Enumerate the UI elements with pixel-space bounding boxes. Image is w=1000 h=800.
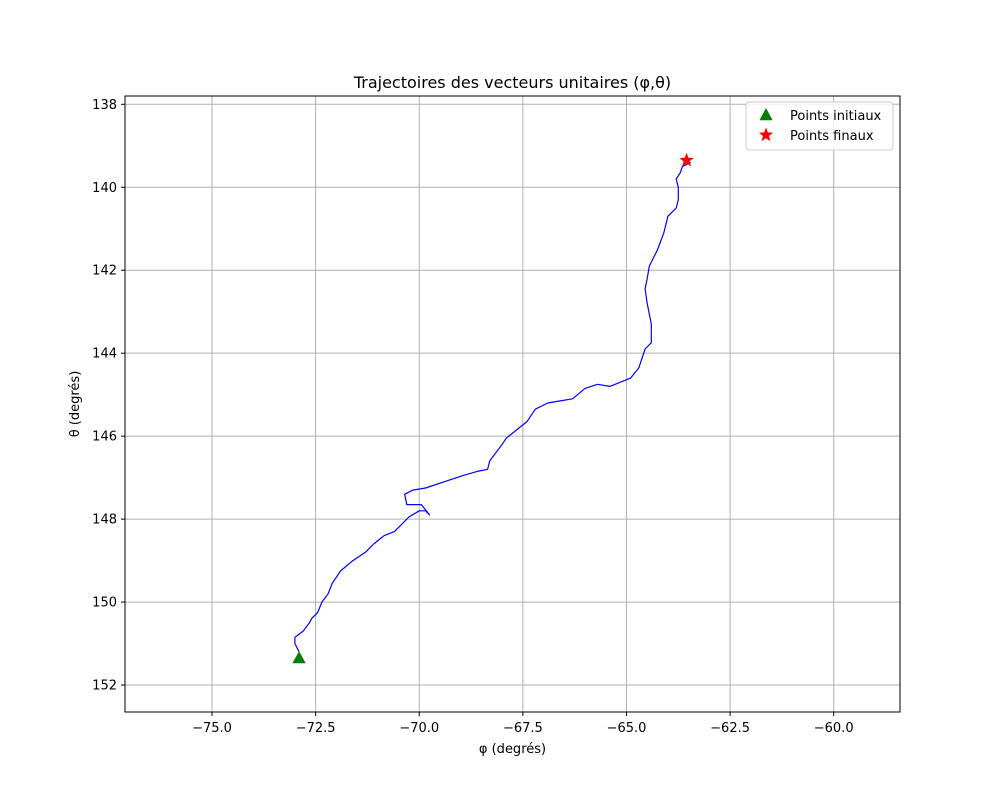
y-tick-label: 150	[92, 596, 117, 611]
x-tick-label: −67.5	[503, 721, 543, 736]
legend-frame	[745, 101, 894, 151]
final-point-marker	[679, 152, 694, 167]
legend: Points initiaux Points finaux	[745, 101, 894, 151]
y-tick-label: 146	[92, 430, 117, 445]
x-tick-label: −70.0	[399, 721, 439, 736]
y-tick-label: 140	[92, 181, 117, 196]
y-tick-label: 144	[92, 347, 117, 362]
x-axis-ticks: −75.0 −72.5 −70.0 −67.5 −65.0 −62.5 −60.0	[192, 712, 854, 736]
grid	[125, 96, 900, 712]
y-tick-label: 138	[92, 98, 117, 113]
plot-area-frame	[124, 95, 901, 713]
x-axis-label: φ (degrés)	[479, 742, 546, 757]
series-group	[294, 161, 691, 653]
x-tick-label: −65.0	[607, 721, 647, 736]
legend-entry-label: Points finaux	[790, 129, 874, 144]
legend-star-icon	[758, 127, 774, 142]
y-tick-label: 152	[92, 679, 117, 694]
legend-triangle-icon	[759, 108, 773, 121]
x-tick-label: −62.5	[710, 721, 750, 736]
x-tick-label: −75.0	[192, 721, 232, 736]
x-tick-label: −60.0	[814, 721, 854, 736]
legend-entry-label: Points initiaux	[790, 109, 882, 124]
markers-group	[292, 152, 694, 664]
trajectory-line	[294, 161, 691, 653]
y-tick-label: 148	[92, 513, 117, 528]
x-tick-label: −72.5	[296, 721, 336, 736]
initial-point-marker	[292, 651, 306, 664]
y-axis-label: θ (degrés)	[68, 371, 83, 438]
legend-entries: Points initiaux Points finaux	[758, 108, 882, 144]
y-tick-label: 142	[92, 264, 117, 279]
chart-title: Trajectoires des vecteurs unitaires (φ,θ…	[353, 73, 671, 92]
y-axis-ticks: 138 140 142 144 146 148 150 152	[92, 98, 125, 694]
